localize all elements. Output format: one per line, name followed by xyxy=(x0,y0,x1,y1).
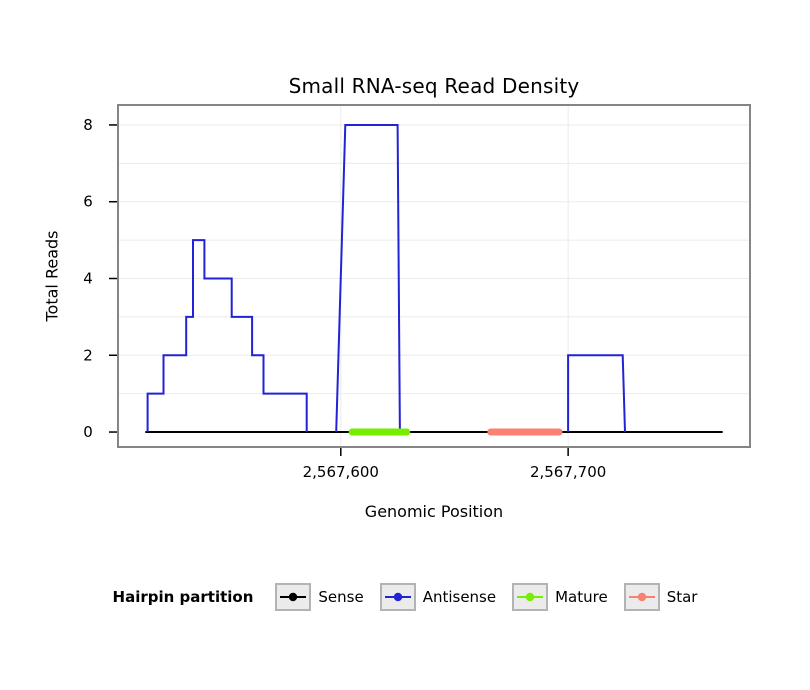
legend-item-sense: Sense xyxy=(275,583,364,611)
y-tick-label: 2 xyxy=(83,346,93,364)
legend-key-sense-icon xyxy=(275,583,312,611)
x-axis-label: Genomic Position xyxy=(364,502,504,521)
legend: Hairpin partition Sense Antisense Mature St… xyxy=(0,583,810,611)
legend-key-antisense-icon xyxy=(379,583,416,611)
legend-key-mature-icon xyxy=(512,583,549,611)
plot-panel xyxy=(118,105,750,447)
legend-label-sense: Sense xyxy=(318,588,364,606)
legend-item-mature: Mature xyxy=(512,583,608,611)
series-antisense xyxy=(146,239,308,432)
series-antisense xyxy=(335,124,401,433)
y-tick-label: 4 xyxy=(83,269,93,287)
chart-title: Small RNA-seq Read Density xyxy=(288,74,580,98)
x-tick-label: 2,567,700 xyxy=(530,463,606,481)
legend-label-antisense: Antisense xyxy=(422,588,497,606)
legend-key-star-icon xyxy=(623,583,660,611)
x-tick-label: 2,567,600 xyxy=(303,463,379,481)
y-tick-label: 0 xyxy=(83,423,93,441)
legend-title: Hairpin partition xyxy=(112,588,254,606)
legend-label-mature: Mature xyxy=(555,588,608,606)
y-axis-label: Total Reads xyxy=(42,230,62,322)
legend-item-star: Star xyxy=(623,583,698,611)
legend-item-antisense: Antisense xyxy=(379,583,497,611)
y-tick-label: 6 xyxy=(83,193,93,211)
legend-items: Sense Antisense Mature Star xyxy=(275,583,697,611)
y-tick-label: 8 xyxy=(83,116,93,134)
panel-border xyxy=(117,104,751,448)
legend-label-star: Star xyxy=(666,588,698,606)
series-antisense xyxy=(567,354,626,433)
